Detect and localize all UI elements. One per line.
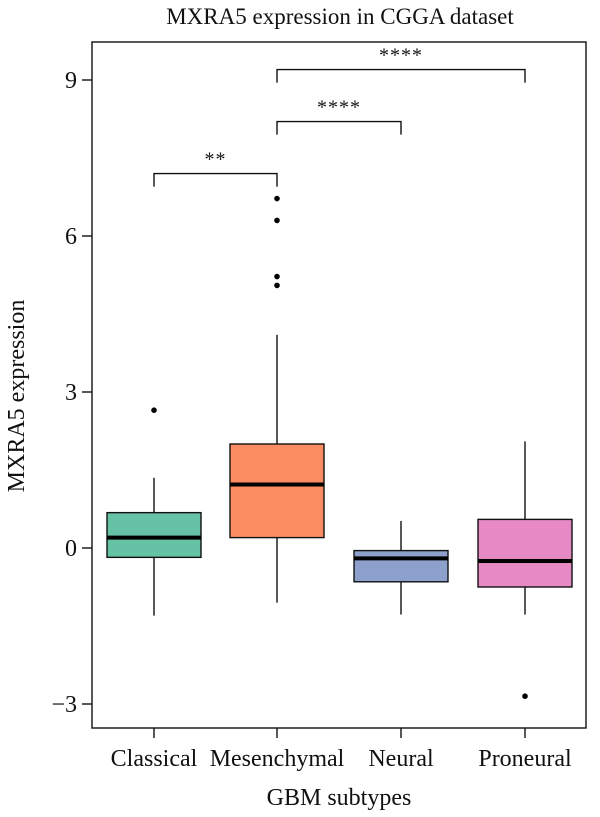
significance-0: ** — [153, 149, 278, 187]
x-axis-label: GBM subtypes — [267, 785, 412, 811]
significance-brackets: ********** — [153, 45, 526, 187]
outlier-point — [274, 282, 280, 289]
y-tick-label: 0 — [65, 536, 77, 562]
significance-bracket — [153, 172, 278, 187]
significance-label: **** — [379, 45, 423, 67]
box-body — [353, 549, 449, 583]
x-tick-label: Mesenchymal — [210, 746, 345, 772]
significance-1: **** — [276, 97, 402, 135]
outlier-point — [151, 407, 157, 414]
y-axis: −3 0 3 6 9 — [51, 68, 92, 718]
chart-title: MXRA5 expression in CGGA dataset — [166, 4, 514, 29]
box-body — [106, 511, 202, 559]
significance-2: **** — [276, 45, 526, 83]
y-tick-label: 3 — [65, 380, 77, 406]
significance-bracket — [276, 120, 402, 135]
box-proneural — [477, 441, 573, 699]
significance-bracket — [276, 68, 526, 83]
y-tick-label: −3 — [51, 692, 77, 718]
boxes-group — [106, 195, 573, 699]
x-tick-label: Classical — [111, 746, 198, 772]
outlier-point — [274, 273, 280, 280]
outlier-point — [274, 217, 280, 224]
x-axis: Classical Mesenchymal Neural Proneural — [111, 728, 572, 772]
box-neural — [353, 520, 449, 615]
box-classical — [106, 407, 202, 616]
box-body — [229, 443, 325, 539]
x-tick-label: Neural — [368, 746, 434, 772]
outlier-point — [522, 693, 528, 699]
box-mesenchymal — [229, 195, 325, 603]
y-tick-label: 6 — [65, 224, 77, 250]
x-tick-label: Proneural — [478, 746, 572, 772]
outlier-point — [274, 195, 280, 202]
box-body — [477, 518, 573, 588]
significance-label: ** — [205, 149, 227, 171]
significance-label: **** — [317, 97, 361, 119]
y-tick-label: 9 — [65, 68, 77, 94]
plot-frame — [91, 41, 587, 729]
y-axis-label: MXRA5 expression — [4, 300, 30, 493]
